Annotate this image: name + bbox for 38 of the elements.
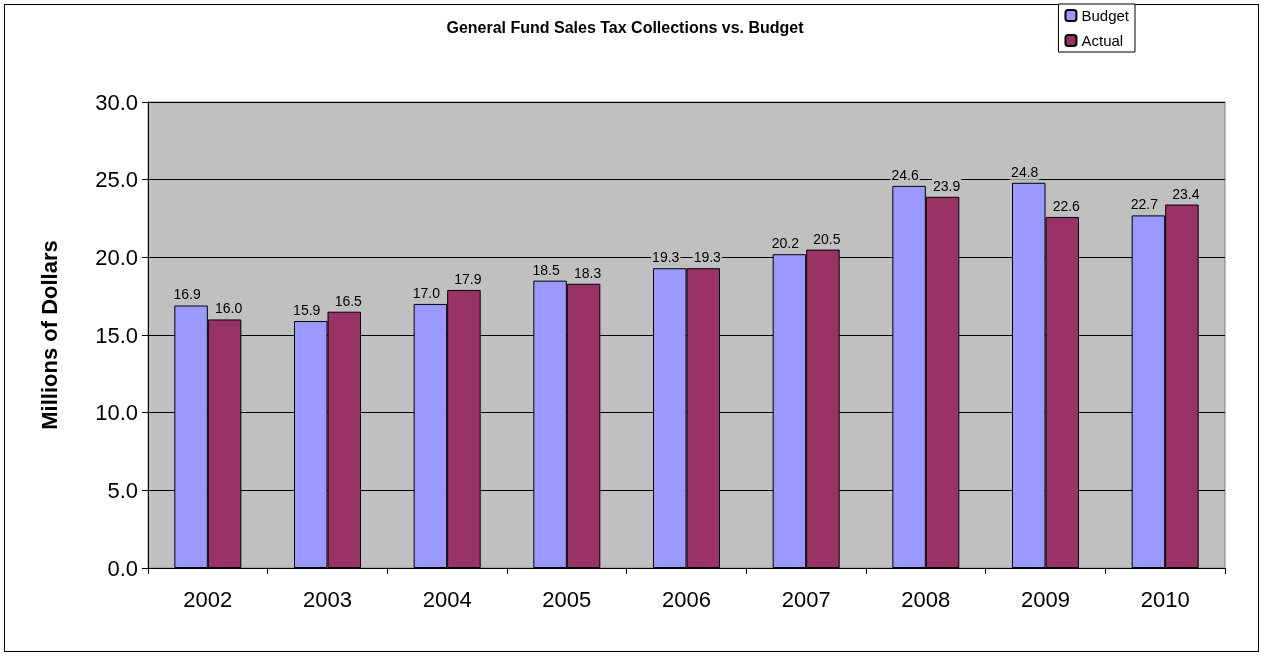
data-label: 15.9 [293, 302, 321, 319]
data-label: 19.3 [693, 249, 722, 266]
data-label: 18.3 [573, 264, 602, 281]
data-label: 19.3 [652, 249, 680, 266]
data-label: 16.0 [214, 300, 243, 317]
data-label: 20.2 [771, 235, 800, 252]
data-label: 16.9 [173, 286, 201, 303]
y-tick-label: 20.0 [95, 244, 138, 270]
x-tick-label: 2005 [542, 586, 592, 612]
y-axis-title: Millions of Dollars [36, 240, 62, 430]
x-tick-label: 2009 [1021, 586, 1070, 612]
x-tick-label: 2006 [662, 586, 711, 612]
data-label: 20.5 [813, 230, 841, 247]
y-tick-label: 0.0 [107, 555, 138, 581]
y-tick-label: 30.0 [95, 89, 138, 115]
y-tick-label: 25.0 [95, 167, 138, 193]
data-label: 17.0 [412, 284, 441, 301]
y-tick-label: 5.0 [107, 477, 138, 503]
data-label: 23.9 [932, 177, 961, 194]
x-tick-label: 2003 [303, 586, 352, 612]
y-tick-label: 15.0 [95, 322, 138, 348]
data-label: 23.4 [1172, 185, 1200, 202]
data-label: 16.5 [334, 292, 363, 309]
data-label: 17.9 [454, 270, 482, 287]
x-tick-label: 2008 [901, 586, 951, 612]
data-label: 22.6 [1052, 197, 1081, 214]
legend-label: Actual [1081, 32, 1124, 49]
legend-label: Budget [1081, 7, 1130, 24]
data-label: 24.6 [891, 166, 919, 183]
x-tick-label: 2007 [781, 586, 831, 612]
x-tick-label: 2010 [1140, 586, 1190, 612]
data-label: 18.5 [532, 261, 560, 278]
chart-title: General Fund Sales Tax Collections vs. Budget [446, 18, 805, 36]
y-tick-label: 10.0 [95, 400, 138, 426]
data-label: 22.7 [1130, 196, 1159, 213]
data-label: 24.8 [1011, 163, 1039, 180]
x-tick-label: 2002 [183, 586, 233, 612]
x-tick-label: 2004 [422, 586, 472, 612]
